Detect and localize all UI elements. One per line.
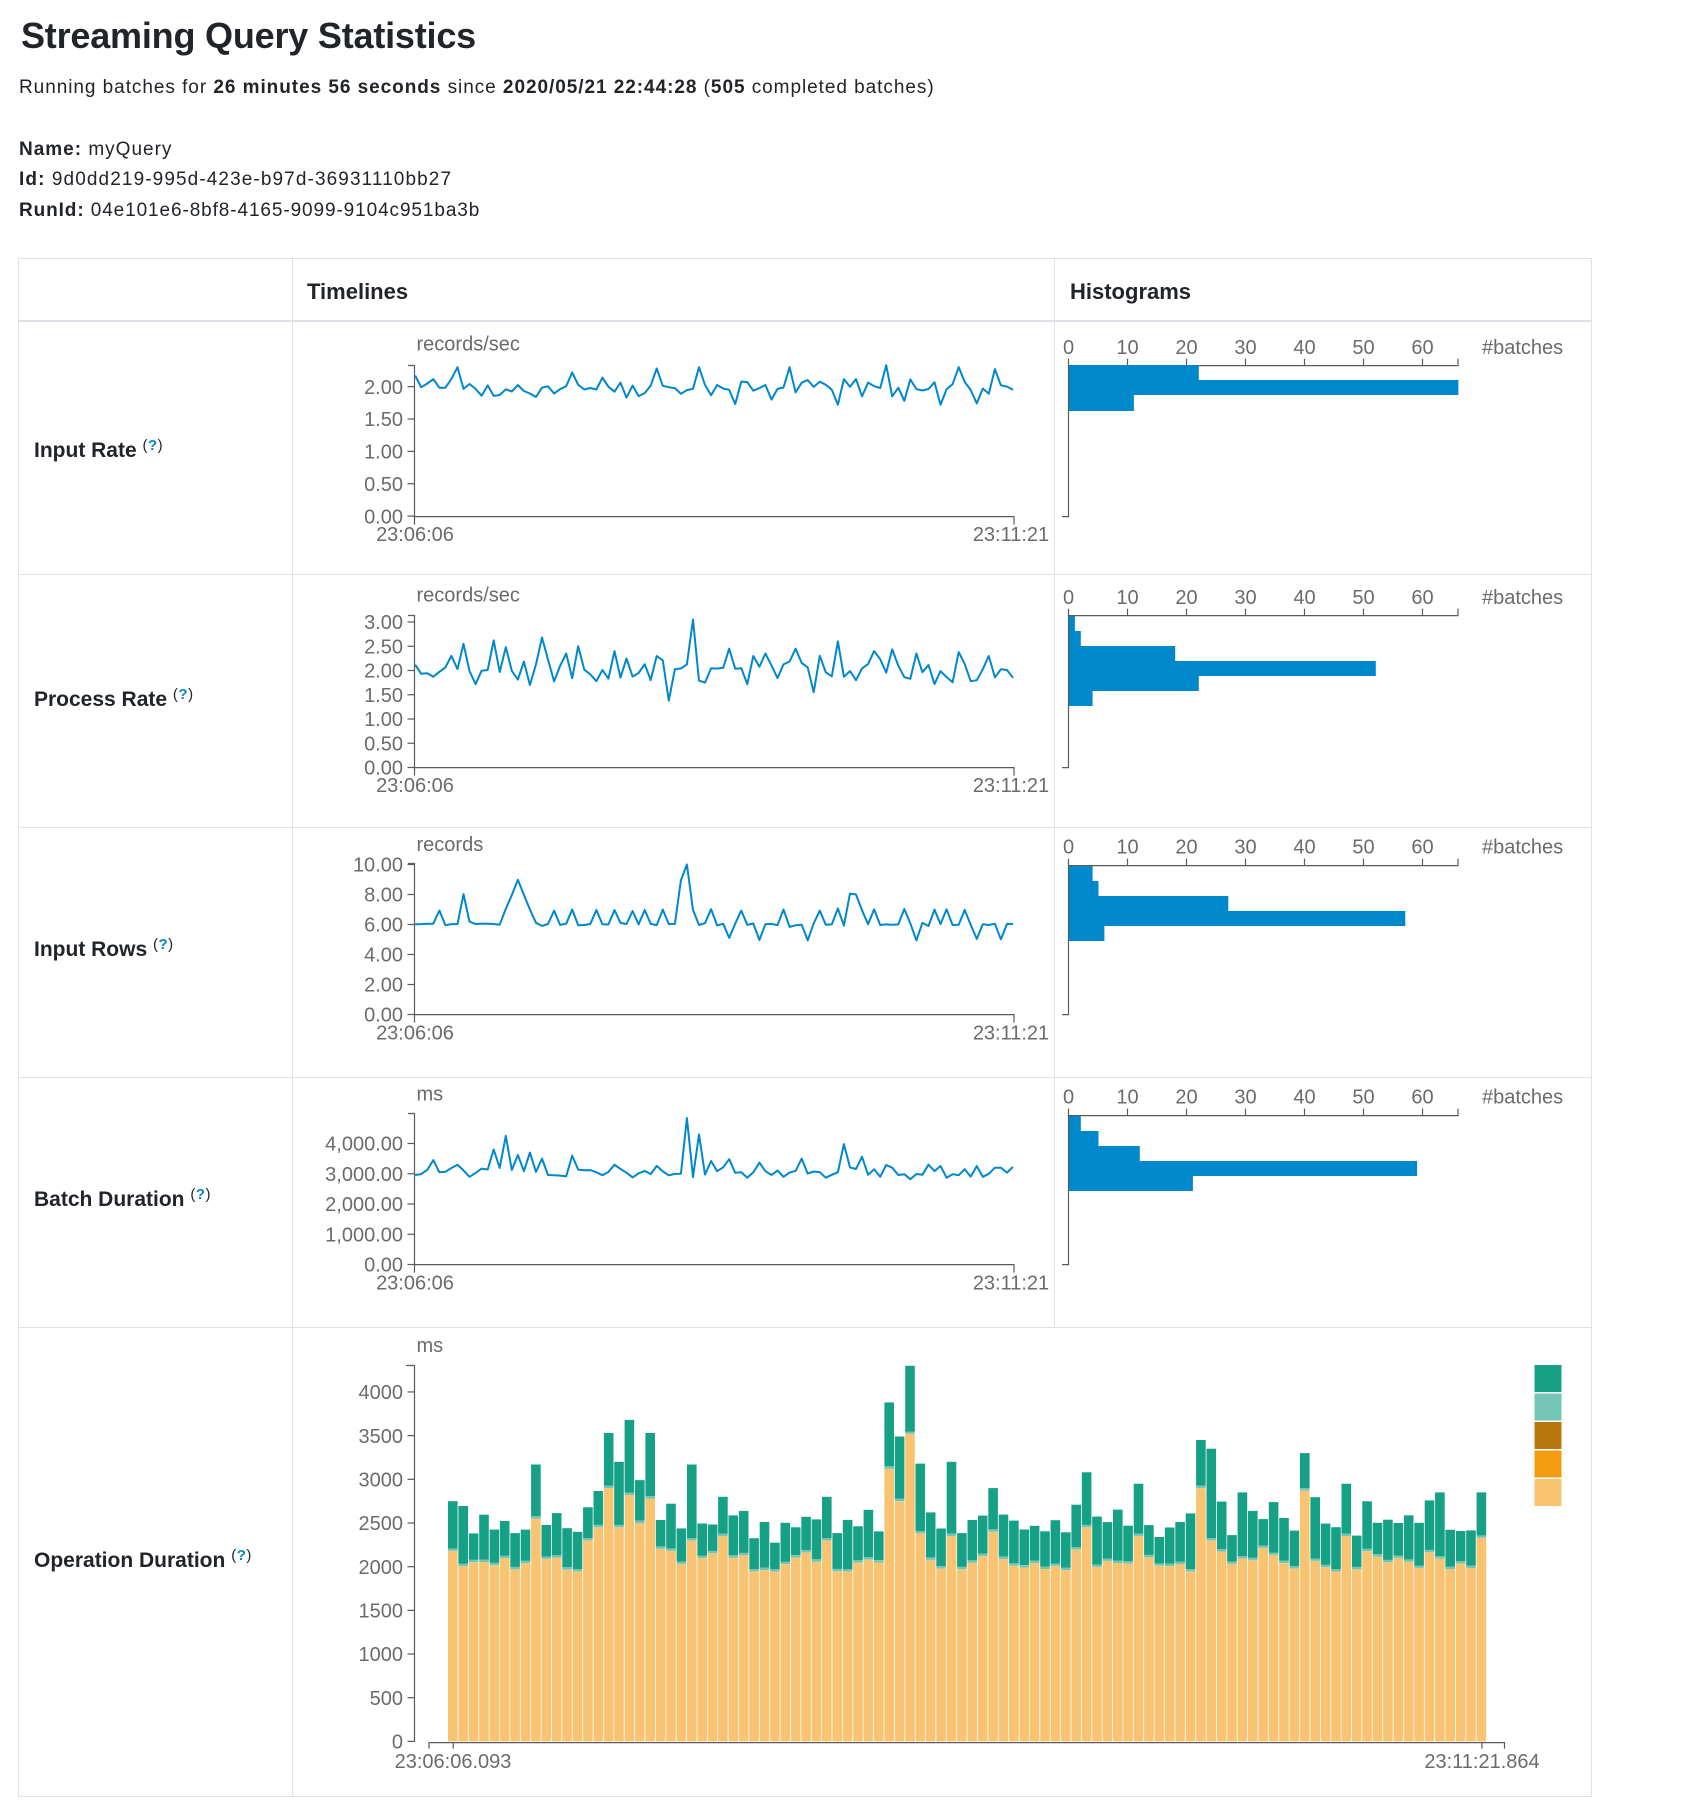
svg-text:3000: 3000 <box>359 1470 404 1492</box>
svg-text:0.00: 0.00 <box>364 758 403 780</box>
svg-text:60: 60 <box>1411 587 1433 609</box>
svg-text:20: 20 <box>1175 587 1197 609</box>
svg-text:23:11:21: 23:11:21 <box>973 775 1049 797</box>
svg-text:0.50: 0.50 <box>364 733 403 755</box>
svg-text:#batches: #batches <box>1482 837 1563 859</box>
svg-text:1.50: 1.50 <box>364 685 403 707</box>
svg-text:3,000.00: 3,000.00 <box>325 1164 403 1186</box>
svg-text:20: 20 <box>1175 837 1197 859</box>
svg-text:ms: ms <box>417 1084 444 1106</box>
svg-text:2500: 2500 <box>359 1513 404 1535</box>
svg-text:0: 0 <box>1063 837 1074 859</box>
svg-text:23:11:21: 23:11:21 <box>973 1273 1049 1295</box>
svg-text:23:06:06.093: 23:06:06.093 <box>395 1751 512 1773</box>
svg-text:1000: 1000 <box>359 1644 404 1666</box>
svg-text:20: 20 <box>1175 1087 1197 1109</box>
svg-text:40: 40 <box>1293 1087 1315 1109</box>
svg-text:23:06:06: 23:06:06 <box>376 524 454 546</box>
svg-text:ms: ms <box>417 1335 444 1357</box>
svg-text:23:11:21: 23:11:21 <box>973 1023 1049 1045</box>
svg-text:2.00: 2.00 <box>364 661 403 683</box>
svg-text:50: 50 <box>1352 1087 1374 1109</box>
svg-text:10: 10 <box>1116 1087 1138 1109</box>
svg-text:23:06:06: 23:06:06 <box>376 1273 454 1295</box>
svg-text:8.00: 8.00 <box>364 885 403 907</box>
svg-text:records/sec: records/sec <box>417 334 520 356</box>
svg-text:500: 500 <box>370 1688 403 1710</box>
svg-text:10: 10 <box>1116 837 1138 859</box>
svg-text:0: 0 <box>1063 337 1074 359</box>
svg-text:0.00: 0.00 <box>364 1255 403 1277</box>
svg-text:30: 30 <box>1234 1087 1256 1109</box>
svg-text:6.00: 6.00 <box>364 915 403 937</box>
svg-text:40: 40 <box>1293 337 1315 359</box>
svg-text:2.50: 2.50 <box>364 636 403 658</box>
svg-text:2.00: 2.00 <box>364 975 403 997</box>
svg-text:60: 60 <box>1411 837 1433 859</box>
svg-text:1,000.00: 1,000.00 <box>325 1224 403 1246</box>
svg-text:records/sec: records/sec <box>417 585 520 607</box>
svg-text:3.00: 3.00 <box>364 612 403 634</box>
svg-text:10.00: 10.00 <box>353 855 403 877</box>
svg-text:20: 20 <box>1175 337 1197 359</box>
svg-text:1.00: 1.00 <box>364 442 403 464</box>
svg-text:23:06:06: 23:06:06 <box>376 775 454 797</box>
svg-text:30: 30 <box>1234 837 1256 859</box>
svg-text:2.00: 2.00 <box>364 377 403 399</box>
svg-text:4,000.00: 4,000.00 <box>325 1134 403 1156</box>
svg-text:records: records <box>417 834 484 856</box>
svg-text:0: 0 <box>1063 587 1074 609</box>
svg-text:10: 10 <box>1116 337 1138 359</box>
svg-text:0: 0 <box>1063 1087 1074 1109</box>
svg-text:#batches: #batches <box>1482 337 1563 359</box>
svg-text:1500: 1500 <box>359 1601 404 1623</box>
svg-text:2000: 2000 <box>359 1557 404 1579</box>
svg-text:50: 50 <box>1352 337 1374 359</box>
svg-text:50: 50 <box>1352 837 1374 859</box>
svg-text:0.00: 0.00 <box>364 1005 403 1027</box>
svg-text:50: 50 <box>1352 587 1374 609</box>
svg-text:40: 40 <box>1293 837 1315 859</box>
svg-text:30: 30 <box>1234 587 1256 609</box>
svg-text:#batches: #batches <box>1482 1087 1563 1109</box>
svg-text:10: 10 <box>1116 587 1138 609</box>
svg-text:3500: 3500 <box>359 1426 404 1448</box>
svg-text:23:11:21: 23:11:21 <box>973 524 1049 546</box>
svg-text:30: 30 <box>1234 337 1256 359</box>
svg-text:#batches: #batches <box>1482 587 1563 609</box>
svg-text:4.00: 4.00 <box>364 945 403 967</box>
svg-text:2,000.00: 2,000.00 <box>325 1194 403 1216</box>
svg-text:60: 60 <box>1411 337 1433 359</box>
svg-text:40: 40 <box>1293 587 1315 609</box>
svg-text:4000: 4000 <box>359 1382 404 1404</box>
svg-text:60: 60 <box>1411 1087 1433 1109</box>
svg-text:23:11:21.864: 23:11:21.864 <box>1424 1751 1539 1773</box>
svg-text:1.00: 1.00 <box>364 709 403 731</box>
svg-text:1.50: 1.50 <box>364 409 403 431</box>
svg-text:0.50: 0.50 <box>364 474 403 496</box>
svg-text:23:06:06: 23:06:06 <box>376 1023 454 1045</box>
svg-text:0: 0 <box>392 1732 403 1754</box>
svg-text:0.00: 0.00 <box>364 506 403 528</box>
